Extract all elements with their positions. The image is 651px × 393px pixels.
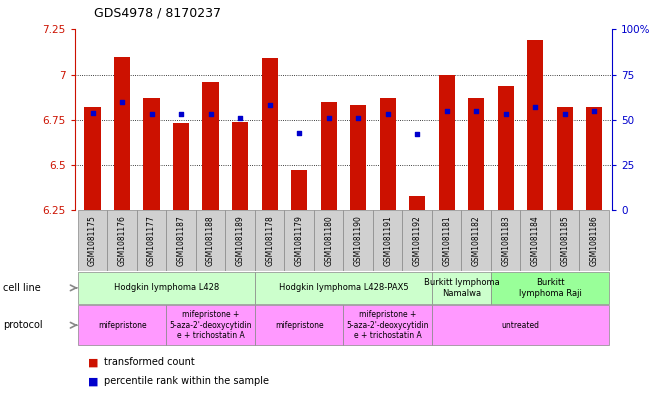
Bar: [137, 210, 167, 271]
Text: GSM1081186: GSM1081186: [590, 215, 599, 266]
Point: [441, 108, 452, 114]
Text: Burkitt
lymphoma Raji: Burkitt lymphoma Raji: [519, 278, 581, 298]
Bar: [432, 272, 491, 304]
Text: GSM1081177: GSM1081177: [147, 215, 156, 266]
Point: [353, 115, 363, 121]
Bar: [380, 98, 396, 210]
Bar: [320, 102, 337, 210]
Bar: [579, 210, 609, 271]
Bar: [85, 107, 101, 210]
Bar: [497, 86, 514, 210]
Text: GSM1081178: GSM1081178: [265, 215, 274, 266]
Text: mifepristone: mifepristone: [98, 321, 146, 330]
Bar: [491, 210, 520, 271]
Text: Hodgkin lymphoma L428: Hodgkin lymphoma L428: [114, 283, 219, 292]
Bar: [439, 75, 455, 210]
Bar: [557, 107, 573, 210]
Point: [559, 111, 570, 118]
Text: GSM1081181: GSM1081181: [442, 215, 451, 266]
Bar: [78, 272, 255, 304]
Point: [87, 110, 98, 116]
Bar: [173, 123, 189, 210]
Text: GSM1081185: GSM1081185: [561, 215, 569, 266]
Point: [589, 108, 600, 114]
Bar: [520, 210, 550, 271]
Text: GSM1081176: GSM1081176: [118, 215, 126, 266]
Point: [235, 115, 245, 121]
Point: [382, 111, 393, 118]
Bar: [255, 210, 284, 271]
Text: GSM1081184: GSM1081184: [531, 215, 540, 266]
Bar: [262, 59, 278, 210]
Bar: [432, 305, 609, 345]
Bar: [255, 305, 343, 345]
Bar: [550, 210, 579, 271]
Bar: [78, 305, 167, 345]
Text: untreated: untreated: [501, 321, 540, 330]
Bar: [343, 305, 432, 345]
Bar: [350, 105, 367, 210]
Text: mifepristone +
5-aza-2'-deoxycytidin
e + trichostatin A: mifepristone + 5-aza-2'-deoxycytidin e +…: [169, 310, 252, 340]
Bar: [143, 98, 159, 210]
Bar: [167, 305, 255, 345]
Point: [471, 108, 481, 114]
Text: ■: ■: [88, 357, 98, 367]
Bar: [491, 272, 609, 304]
Text: GSM1081182: GSM1081182: [472, 215, 480, 266]
Point: [324, 115, 334, 121]
Point: [264, 102, 275, 108]
Point: [294, 129, 305, 136]
Bar: [167, 210, 196, 271]
Bar: [432, 210, 462, 271]
Bar: [409, 196, 425, 210]
Text: GSM1081190: GSM1081190: [353, 215, 363, 266]
Bar: [255, 272, 432, 304]
Bar: [586, 107, 602, 210]
Text: mifepristone +
5-aza-2'-deoxycytidin
e + trichostatin A: mifepristone + 5-aza-2'-deoxycytidin e +…: [346, 310, 429, 340]
Bar: [196, 210, 225, 271]
Text: GSM1081187: GSM1081187: [176, 215, 186, 266]
Text: transformed count: transformed count: [104, 357, 195, 367]
Bar: [527, 40, 544, 210]
Text: GSM1081180: GSM1081180: [324, 215, 333, 266]
Text: mifepristone: mifepristone: [275, 321, 324, 330]
Bar: [402, 210, 432, 271]
Text: GSM1081192: GSM1081192: [413, 215, 422, 266]
Bar: [78, 210, 107, 271]
Bar: [284, 210, 314, 271]
Bar: [114, 57, 130, 210]
Text: protocol: protocol: [3, 320, 43, 330]
Bar: [225, 210, 255, 271]
Point: [176, 111, 186, 118]
Point: [146, 111, 157, 118]
Point: [501, 111, 511, 118]
Text: GDS4978 / 8170237: GDS4978 / 8170237: [94, 7, 221, 20]
Bar: [462, 210, 491, 271]
Text: Hodgkin lymphoma L428-PAX5: Hodgkin lymphoma L428-PAX5: [279, 283, 408, 292]
Text: GSM1081191: GSM1081191: [383, 215, 392, 266]
Point: [206, 111, 216, 118]
Bar: [291, 171, 307, 210]
Text: Burkitt lymphoma
Namalwa: Burkitt lymphoma Namalwa: [424, 278, 499, 298]
Bar: [232, 122, 248, 210]
Point: [412, 131, 422, 138]
Text: GSM1081179: GSM1081179: [295, 215, 303, 266]
Point: [530, 104, 540, 110]
Text: percentile rank within the sample: percentile rank within the sample: [104, 376, 269, 386]
Bar: [202, 82, 219, 210]
Text: GSM1081188: GSM1081188: [206, 215, 215, 266]
Point: [117, 99, 128, 105]
Text: GSM1081175: GSM1081175: [88, 215, 97, 266]
Text: ■: ■: [88, 376, 98, 386]
Text: cell line: cell line: [3, 283, 41, 293]
Bar: [468, 98, 484, 210]
Bar: [373, 210, 402, 271]
Text: GSM1081189: GSM1081189: [236, 215, 245, 266]
Bar: [107, 210, 137, 271]
Text: GSM1081183: GSM1081183: [501, 215, 510, 266]
Bar: [343, 210, 373, 271]
Bar: [314, 210, 343, 271]
